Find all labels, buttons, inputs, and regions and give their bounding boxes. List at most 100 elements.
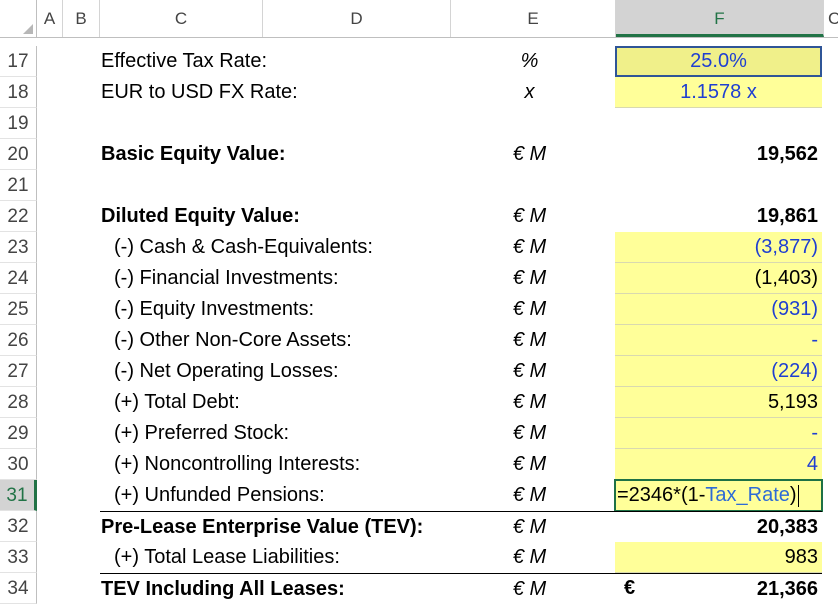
unit-cell[interactable]: € M bbox=[512, 422, 547, 444]
row-header-24[interactable]: 24 bbox=[0, 263, 37, 294]
table-row: (-) Cash & Cash-Equivalents: € M (3,877) bbox=[37, 232, 838, 263]
unit-cell[interactable]: € M bbox=[512, 453, 547, 475]
text-cursor bbox=[797, 484, 800, 507]
row-label[interactable]: (-) Cash & Cash-Equivalents: bbox=[114, 236, 373, 258]
row-label[interactable]: (-) Equity Investments: bbox=[114, 298, 315, 320]
value-cell[interactable]: 19,861 bbox=[756, 205, 818, 227]
table-row: Diluted Equity Value: € M 19,861 bbox=[37, 201, 838, 232]
row-label[interactable]: TEV Including All Leases: bbox=[100, 573, 645, 604]
value-cell[interactable]: (1,403) bbox=[615, 263, 822, 294]
table-row: (-) Financial Investments: € M (1,403) bbox=[37, 263, 838, 294]
fx-rate-cell[interactable]: 1.1578 x bbox=[615, 77, 822, 108]
value-cell[interactable]: - bbox=[615, 325, 822, 356]
table-row: (+) Total Debt: € M 5,193 bbox=[37, 387, 838, 418]
row-label[interactable]: EUR to USD FX Rate: bbox=[101, 81, 298, 103]
value-cell[interactable]: 19,562 bbox=[756, 143, 818, 165]
row-header-34[interactable]: 34 bbox=[0, 573, 37, 604]
row-header-33[interactable]: 33 bbox=[0, 542, 37, 573]
row-header-20[interactable]: 20 bbox=[0, 139, 37, 170]
value-cell[interactable]: 4 bbox=[615, 449, 822, 480]
unit-cell[interactable]: € M bbox=[512, 143, 547, 165]
row-label[interactable]: (+) Total Lease Liabilities: bbox=[114, 546, 340, 568]
unit-cell[interactable]: € M bbox=[512, 484, 547, 506]
column-header-bar: A B C D E F C bbox=[0, 0, 838, 38]
unit-cell[interactable]: € M bbox=[512, 391, 547, 413]
column-header-e[interactable]: E bbox=[451, 0, 616, 37]
value-cell[interactable]: 21,366 bbox=[615, 573, 822, 604]
value-cell[interactable]: (931) bbox=[615, 294, 822, 325]
value-cell[interactable]: - bbox=[615, 418, 822, 449]
row-header-32[interactable]: 32 bbox=[0, 511, 37, 542]
select-all-corner[interactable] bbox=[0, 0, 37, 37]
column-header-f[interactable]: F bbox=[616, 0, 824, 37]
row-label[interactable]: (-) Other Non-Core Assets: bbox=[114, 329, 352, 351]
table-row: (+) Noncontrolling Interests: € M 4 bbox=[37, 449, 838, 480]
formula-suffix: ) bbox=[789, 484, 797, 506]
tax-rate-cell[interactable]: 25.0% bbox=[615, 46, 822, 77]
unit-cell[interactable]: € M bbox=[512, 298, 547, 320]
formula-edit-cell[interactable]: =2346*(1- Tax_Rate) bbox=[614, 479, 823, 512]
select-all-triangle-icon bbox=[23, 24, 33, 34]
table-row: TEV Including All Leases: € M €21,366 bbox=[37, 573, 838, 604]
formula-prefix: =2346*(1- bbox=[617, 484, 706, 506]
table-row: (+) Total Lease Liabilities: € M 983 bbox=[37, 542, 838, 573]
row-label[interactable]: (+) Total Debt: bbox=[114, 391, 240, 413]
row-header-28[interactable]: 28 bbox=[0, 387, 37, 418]
unit-cell[interactable]: € M bbox=[512, 329, 547, 351]
row-header-29[interactable]: 29 bbox=[0, 418, 37, 449]
row-label[interactable]: (-) Financial Investments: bbox=[114, 267, 339, 289]
table-row: Effective Tax Rate:% 25.0% bbox=[37, 46, 838, 77]
row-header-22[interactable]: 22 bbox=[0, 201, 37, 232]
column-header-a[interactable]: A bbox=[37, 0, 63, 37]
row-label[interactable]: Effective Tax Rate: bbox=[101, 50, 268, 72]
table-row: Basic Equity Value: € M 19,562 bbox=[37, 139, 838, 170]
value-cell[interactable]: 5,193 bbox=[615, 387, 822, 418]
table-row bbox=[37, 170, 838, 201]
table-row: (-) Equity Investments: € M (931) bbox=[37, 294, 838, 325]
row-header-27[interactable]: 27 bbox=[0, 356, 37, 387]
unit-cell[interactable]: € M bbox=[512, 360, 547, 382]
row-header-30[interactable]: 30 bbox=[0, 449, 37, 480]
unit-cell[interactable]: € M bbox=[477, 573, 582, 604]
column-header-b[interactable]: B bbox=[63, 0, 100, 37]
unit-cell[interactable]: € M bbox=[512, 546, 547, 568]
value-cell[interactable]: 20,383 bbox=[615, 511, 822, 542]
row-header-21[interactable]: 21 bbox=[0, 170, 37, 201]
table-row: (-) Net Operating Losses: € M (224) bbox=[37, 356, 838, 387]
table-row: (+) Preferred Stock: € M - bbox=[37, 418, 838, 449]
row-header-23[interactable]: 23 bbox=[0, 232, 37, 263]
unit-cell[interactable]: € M bbox=[477, 511, 582, 542]
row-label[interactable]: (-) Net Operating Losses: bbox=[114, 360, 339, 382]
unit-cell[interactable]: € M bbox=[512, 205, 547, 227]
table-row bbox=[37, 108, 838, 139]
value-cell[interactable]: 983 bbox=[615, 542, 822, 573]
row-header-31[interactable]: 31 bbox=[0, 480, 37, 511]
column-header-d[interactable]: D bbox=[263, 0, 451, 37]
unit-cell[interactable]: % bbox=[520, 50, 539, 72]
row-label[interactable]: (+) Noncontrolling Interests: bbox=[114, 453, 361, 475]
row-header-18[interactable]: 18 bbox=[0, 77, 37, 108]
row-label[interactable]: (+) Unfunded Pensions: bbox=[114, 484, 325, 506]
table-row: (-) Other Non-Core Assets: € M - bbox=[37, 325, 838, 356]
table-row: (+) Unfunded Pensions: € M =2346*(1- Tax_Ra… bbox=[37, 479, 838, 512]
column-header-next[interactable]: C bbox=[828, 9, 838, 28]
row-header-17[interactable]: 17 bbox=[0, 46, 37, 77]
row-header-26[interactable]: 26 bbox=[0, 325, 37, 356]
row-header-19[interactable]: 19 bbox=[0, 108, 37, 139]
unit-cell[interactable]: x bbox=[524, 81, 535, 103]
row-label[interactable]: Diluted Equity Value: bbox=[101, 205, 300, 227]
formula-named-range: Tax_Rate bbox=[705, 484, 790, 506]
unit-cell[interactable]: € M bbox=[512, 267, 547, 289]
value-cell[interactable]: (3,877) bbox=[615, 232, 822, 263]
value-cell[interactable]: (224) bbox=[615, 356, 822, 387]
row-label[interactable]: (+) Preferred Stock: bbox=[114, 422, 290, 444]
currency-symbol: € bbox=[624, 577, 636, 599]
column-header-c[interactable]: C bbox=[100, 0, 263, 37]
unit-cell[interactable]: € M bbox=[512, 236, 547, 258]
table-row: EUR to USD FX Rate: x 1.1578 x bbox=[37, 77, 838, 108]
row-label[interactable]: Basic Equity Value: bbox=[101, 143, 286, 165]
table-row: Pre-Lease Enterprise Value (TEV): € M 20,3… bbox=[37, 511, 838, 542]
row-label[interactable]: Pre-Lease Enterprise Value (TEV): bbox=[100, 511, 645, 542]
row-header-25[interactable]: 25 bbox=[0, 294, 37, 325]
